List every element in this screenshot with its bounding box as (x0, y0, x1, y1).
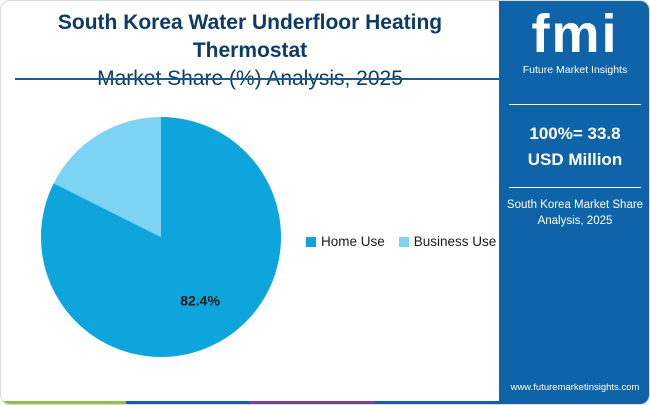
legend-swatch-home-use (306, 236, 316, 247)
chart-legend: Home Use Business Use (306, 234, 496, 249)
title-divider (15, 78, 499, 80)
sidebar-caption-line2: Analysis, 2025 (537, 215, 613, 227)
bottom-bar-segment (250, 401, 375, 404)
legend-item-home-use: Home Use (306, 234, 385, 249)
chart-title: South Korea Water Underfloor Heating The… (1, 9, 499, 93)
legend-swatch-business-use (398, 236, 409, 247)
market-total-value: 100%= 33.8 (529, 124, 621, 143)
market-total: 100%= 33.8 USD Million (499, 121, 649, 173)
sidebar-caption-line1: South Korea Market Share (506, 199, 644, 211)
pie-chart: 82.4% (40, 117, 282, 357)
fmi-logo: fmi Future Market Insights (499, 1, 649, 91)
legend-label-business-use: Business Use (413, 234, 497, 249)
bottom-bar-segment (374, 401, 499, 404)
pie-slice-business-use (53, 117, 161, 237)
sidebar-divider-top (509, 104, 641, 105)
logo-subtitle: Future Market Insights (522, 64, 628, 76)
logo-text: fmi (531, 4, 619, 64)
market-total-unit: USD Million (527, 150, 623, 169)
bottom-bar-segment (1, 401, 126, 404)
chart-title-line1: South Korea Water Underfloor Heating The… (57, 11, 443, 62)
bottom-color-bar (1, 401, 499, 404)
legend-label-home-use: Home Use (321, 234, 385, 249)
pie-label-home-use: 82.4% (180, 292, 220, 308)
bottom-bar-segment (125, 401, 250, 404)
sidebar-caption: South Korea Market Share Analysis, 2025 (499, 197, 649, 229)
sidebar-divider-bottom (509, 187, 641, 188)
summary-sidebar: fmi Future Market Insights 100%= 33.8 US… (499, 1, 649, 404)
website-link[interactable]: www.futuremarketinsights.com (510, 382, 640, 393)
legend-item-business-use: Business Use (398, 234, 497, 249)
